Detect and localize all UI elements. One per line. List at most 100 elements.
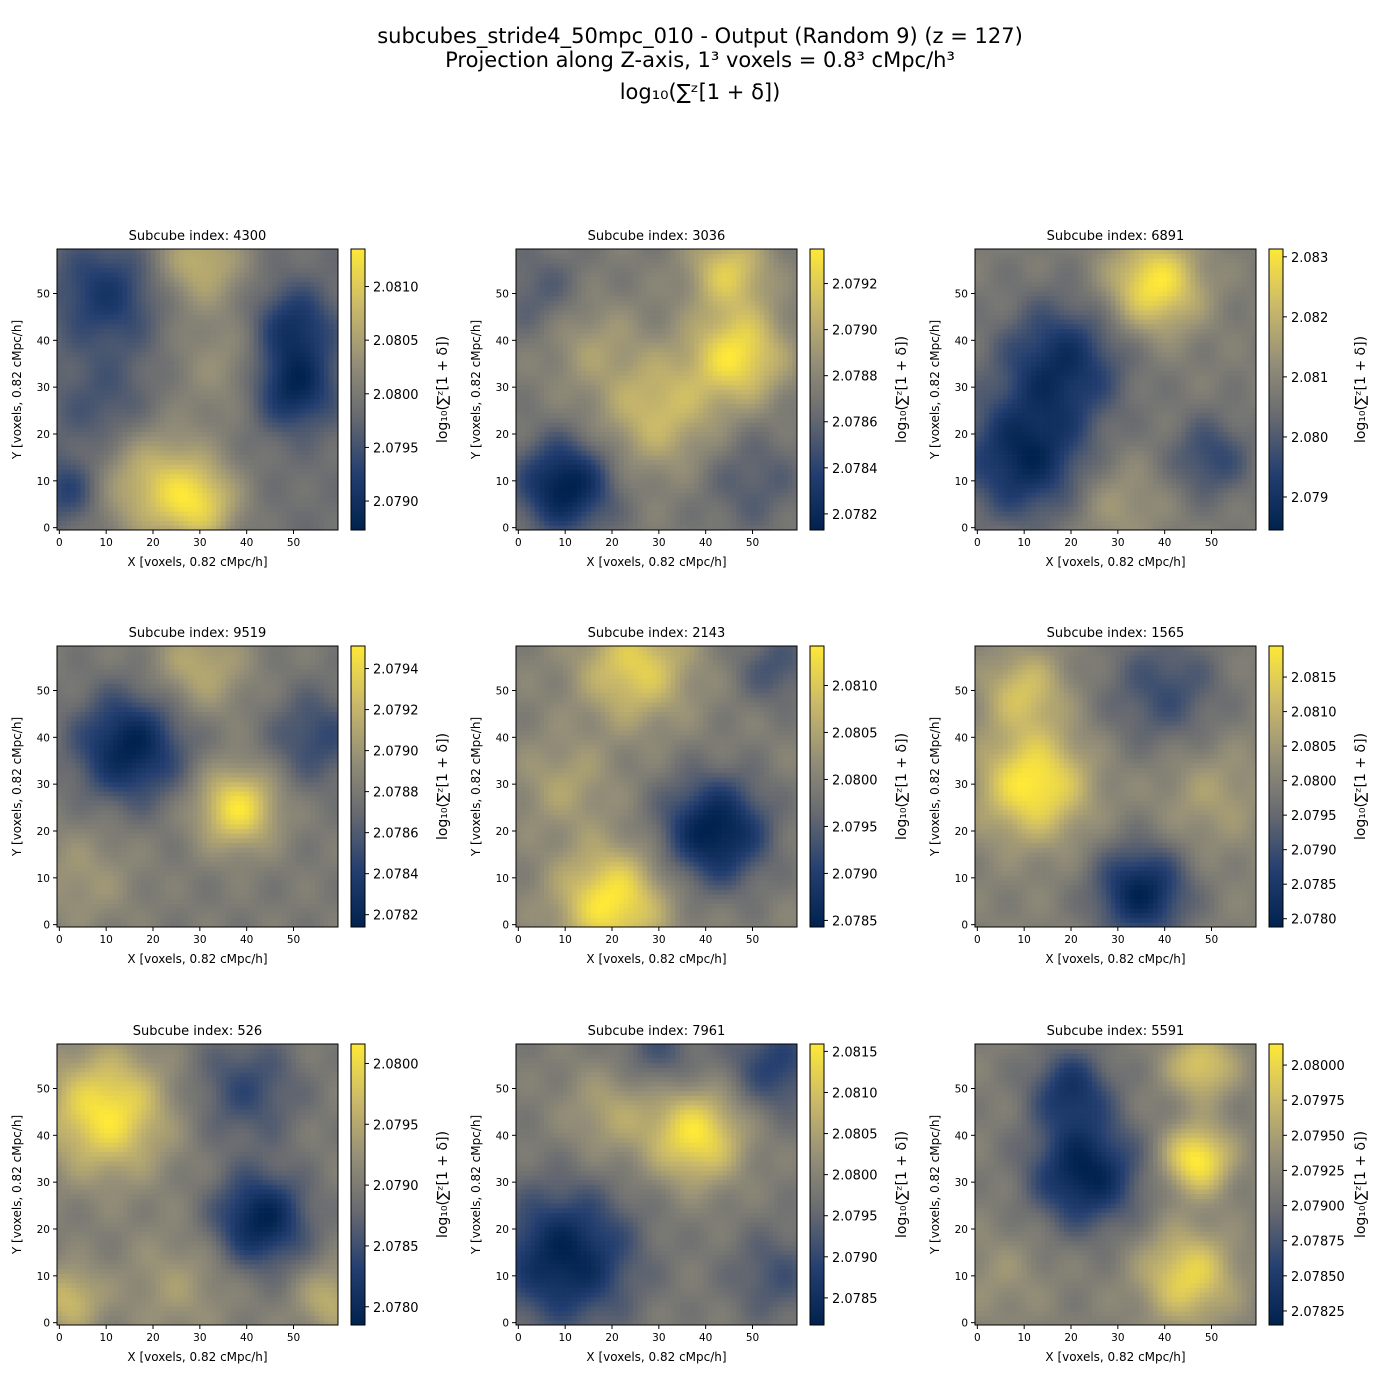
heatmap-cell xyxy=(534,459,540,465)
heatmap-cell xyxy=(122,258,128,264)
heatmap-cell xyxy=(230,431,236,437)
heatmap-cell xyxy=(164,398,170,404)
heatmap-cell xyxy=(740,473,746,479)
heatmap-cell xyxy=(679,497,685,503)
heatmap-cell xyxy=(220,483,226,489)
heatmap-cell xyxy=(169,263,175,269)
heatmap-cell xyxy=(272,417,278,423)
heatmap-cell xyxy=(99,291,105,297)
heatmap-cell xyxy=(66,380,72,386)
heatmap-cell xyxy=(211,361,217,367)
heatmap-cell xyxy=(619,441,625,447)
heatmap-cell xyxy=(117,347,123,353)
heatmap-cell xyxy=(174,441,180,447)
heatmap-cell xyxy=(567,464,573,470)
heatmap-cell xyxy=(244,436,250,442)
heatmap-cell xyxy=(136,408,142,414)
heatmap-cell xyxy=(239,319,245,325)
heatmap-cell xyxy=(333,253,339,259)
heatmap-cell xyxy=(258,487,264,493)
heatmap-cell xyxy=(604,492,611,498)
heatmap-cell xyxy=(164,323,170,329)
heatmap-cell xyxy=(249,412,255,418)
heatmap-cell xyxy=(281,483,287,489)
heatmap-cell xyxy=(792,455,798,461)
heatmap-cell xyxy=(305,487,311,493)
heatmap-cell xyxy=(103,455,109,461)
heatmap-cell xyxy=(558,506,564,512)
heatmap-cell xyxy=(150,352,156,358)
heatmap-cell xyxy=(117,515,123,521)
heatmap-cell xyxy=(178,249,184,255)
heatmap-cell xyxy=(553,450,559,456)
heatmap-cell xyxy=(328,272,334,278)
heatmap-cell xyxy=(131,501,137,507)
heatmap-cell xyxy=(567,506,573,512)
heatmap-cell xyxy=(314,249,320,255)
heatmap-cell xyxy=(150,469,156,475)
heatmap-cell xyxy=(258,506,264,512)
heatmap-cell xyxy=(525,492,531,498)
heatmap-cell xyxy=(267,328,273,334)
heatmap-cell xyxy=(693,515,699,521)
heatmap-cell xyxy=(192,352,198,358)
heatmap-cell xyxy=(178,258,184,264)
heatmap-cell xyxy=(675,445,681,451)
heatmap-cell xyxy=(272,263,278,269)
heatmap-cell xyxy=(57,323,63,329)
heatmap-cell xyxy=(71,333,77,339)
heatmap-cell xyxy=(206,375,212,381)
heatmap-cell xyxy=(656,515,662,521)
heatmap-cell xyxy=(225,525,231,531)
heatmap-cell xyxy=(333,459,339,465)
heatmap-cell xyxy=(740,511,746,517)
heatmap-cell xyxy=(103,473,109,479)
heatmap-cell xyxy=(169,389,175,395)
heatmap-cell xyxy=(249,342,255,348)
heatmap-cell xyxy=(225,459,231,465)
heatmap-cell xyxy=(633,436,639,442)
heatmap-cell xyxy=(244,501,250,507)
heatmap-cell xyxy=(197,520,203,526)
heatmap-cell xyxy=(272,408,278,414)
heatmap-cell xyxy=(197,249,203,255)
heatmap-cell xyxy=(249,417,255,423)
heatmap-cell xyxy=(328,361,334,367)
heatmap-cell xyxy=(323,394,329,400)
heatmap-cell xyxy=(281,356,287,362)
heatmap-cell xyxy=(623,473,629,479)
heatmap-cell xyxy=(328,342,334,348)
heatmap-cell xyxy=(113,426,119,432)
heatmap-cell xyxy=(562,506,568,512)
heatmap-cell xyxy=(136,272,142,278)
heatmap-cell xyxy=(150,319,156,325)
heatmap-cell xyxy=(197,450,203,456)
heatmap-cell xyxy=(155,426,161,432)
heatmap-cell xyxy=(267,431,273,437)
heatmap-cell xyxy=(633,450,639,456)
heatmap-cell xyxy=(85,291,91,297)
heatmap-cell xyxy=(211,286,217,292)
heatmap-cell xyxy=(202,422,208,428)
heatmap-cell xyxy=(267,511,273,517)
figure-subtitle: Projection along Z-axis, 1³ voxels = 0.8… xyxy=(0,48,1400,72)
heatmap-cell xyxy=(642,487,648,493)
heatmap-cell xyxy=(249,469,255,475)
heatmap-cell xyxy=(66,314,72,320)
heatmap-cell xyxy=(150,277,156,283)
heatmap-cell xyxy=(239,506,245,512)
heatmap-cell xyxy=(319,426,325,432)
x-tick-label: 20 xyxy=(146,537,159,549)
heatmap-cell xyxy=(89,473,95,479)
heatmap-cell xyxy=(150,281,156,287)
heatmap-cell xyxy=(319,361,325,367)
heatmap-cell xyxy=(57,483,63,489)
heatmap-cell xyxy=(319,450,325,456)
heatmap-cell xyxy=(164,300,170,306)
heatmap-cell xyxy=(778,455,784,461)
heatmap-cell xyxy=(590,497,596,503)
heatmap-cell xyxy=(122,441,128,447)
heatmap-cell xyxy=(192,398,198,404)
heatmap-cell xyxy=(295,342,301,348)
heatmap-cell xyxy=(253,483,259,489)
